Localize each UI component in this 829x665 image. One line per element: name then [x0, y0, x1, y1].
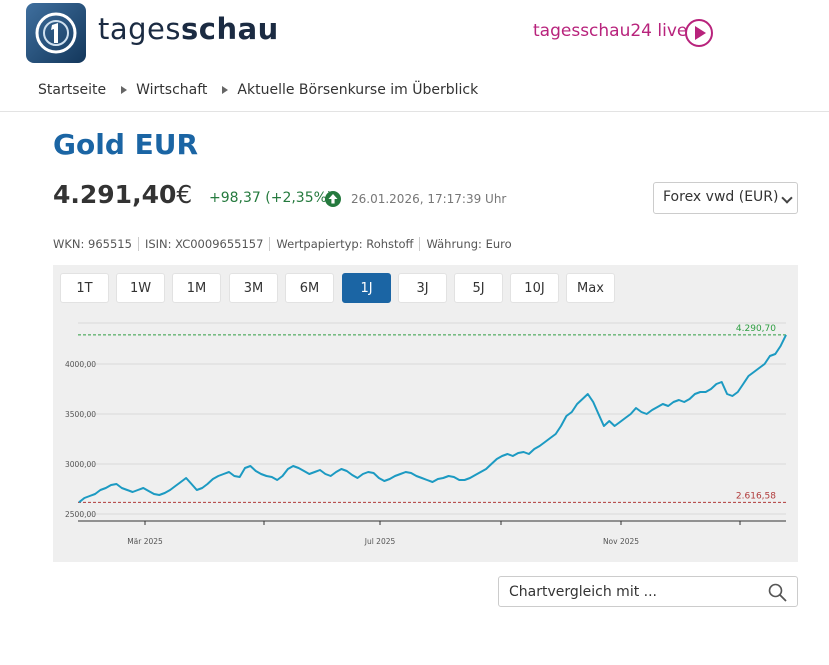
price-change: +98,37 (+2,35%)	[209, 190, 333, 206]
range-button-3j[interactable]: 3J	[398, 273, 447, 303]
current-price: 4.291,40€	[53, 180, 192, 209]
brand-bold: schau	[181, 12, 279, 46]
low-label: 2.616,58	[736, 491, 776, 501]
range-button-3m[interactable]: 3M	[229, 273, 278, 303]
isin: ISIN: XC0009655157	[137, 237, 269, 251]
price-chart: 2500,00 3000,00 3500,00 4000,00 Mär 2025 Jul …	[65, 322, 787, 546]
tagesschau-logo-icon[interactable]	[26, 3, 86, 63]
breadcrumb-wirtschaft[interactable]: Wirtschaft	[136, 82, 208, 98]
range-button-1w[interactable]: 1W	[116, 273, 165, 303]
currency-info: Währung: Euro	[419, 237, 517, 251]
high-label: 4.290,70	[736, 324, 776, 334]
brand-wordmark[interactable]: tagesschau	[98, 12, 279, 46]
brand-light: tages	[98, 12, 182, 46]
exchange-selected-value: Forex vwd (EUR)	[663, 189, 779, 205]
security-type: Wertpapiertyp: Rohstoff	[269, 237, 419, 251]
wkn: WKN: 965515	[53, 237, 132, 251]
chart-compare-input[interactable]	[509, 581, 759, 603]
caret-right-icon	[222, 86, 229, 94]
price-currency: €	[176, 180, 193, 209]
range-button-10j[interactable]: 10J	[510, 273, 559, 303]
breadcrumb-startseite[interactable]: Startseite	[38, 82, 107, 98]
range-button-max[interactable]: Max	[566, 273, 615, 303]
y-tick-label: 3500,00	[65, 410, 96, 419]
range-button-6m[interactable]: 6M	[285, 273, 334, 303]
y-tick-label: 3000,00	[65, 460, 96, 469]
breadcrumb-boersenkurse[interactable]: Aktuelle Börsenkurse im Überblick	[237, 82, 479, 98]
price-value: 4.291,40	[53, 180, 177, 209]
arrow-up-icon	[325, 191, 341, 207]
x-tick-label: Mär 2025	[127, 537, 163, 546]
range-button-5j[interactable]: 5J	[454, 273, 503, 303]
range-button-1j[interactable]: 1J	[342, 273, 391, 303]
chart-panel: 1T 1W 1M 3M 6M 1J 3J 5J 10J Max 2500,00 3…	[53, 265, 798, 562]
exchange-select[interactable]: Forex vwd (EUR)	[653, 182, 798, 214]
breadcrumb: Startseite Wirtschaft Aktuelle Börsenkur…	[38, 82, 478, 98]
site-header: tagesschau tagesschau24 live Startseite …	[0, 0, 829, 112]
x-tick-label: Jul 2025	[364, 537, 396, 546]
y-tick-label: 4000,00	[65, 360, 96, 369]
instrument-meta: WKN: 965515 ISIN: XC0009655157 Wertpapie…	[53, 237, 518, 251]
live-link[interactable]: tagesschau24 live	[533, 21, 688, 41]
play-icon[interactable]	[684, 18, 714, 48]
y-tick-label: 2500,00	[65, 510, 96, 519]
series-line	[78, 334, 787, 504]
caret-right-icon	[121, 86, 128, 94]
search-icon[interactable]	[768, 583, 787, 602]
price-timestamp: 26.01.2026, 17:17:39 Uhr	[351, 192, 507, 206]
range-button-1m[interactable]: 1M	[172, 273, 221, 303]
chevron-down-icon	[781, 192, 793, 204]
page-title: Gold EUR	[53, 128, 199, 161]
x-tick-label: Nov 2025	[603, 537, 639, 546]
range-button-1t[interactable]: 1T	[60, 273, 109, 303]
chart-compare-search[interactable]	[498, 576, 798, 607]
